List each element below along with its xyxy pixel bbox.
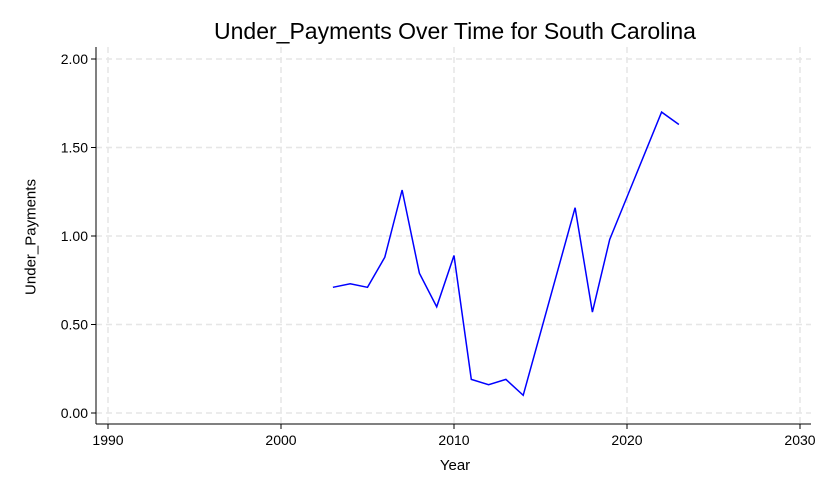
data-points [332,111,680,396]
data-point [488,384,490,386]
y-tick-label: 1.00 [61,228,88,244]
data-point [470,378,472,380]
data-point [367,286,369,288]
y-tick-label: 0.00 [61,405,88,421]
data-point [418,272,420,274]
chart-title: Under_Payments Over Time for South Carol… [214,18,696,44]
data-point [678,123,680,125]
y-tick-label: 1.50 [61,140,88,156]
data-point [436,306,438,308]
x-tick-label: 2000 [265,432,296,448]
x-tick-label: 2020 [611,432,642,448]
grid-lines [96,47,811,424]
x-tick-label: 2010 [438,432,469,448]
data-point [574,207,576,209]
data-point [349,283,351,285]
y-tick-label: 2.00 [61,51,88,67]
x-axis-label: Year [439,457,471,474]
axis-ticks: 0.00 0.50 1.00 1.50 2.00 1990 2000 2010 2020 2030 [61,51,816,448]
series-line [332,110,680,397]
data-point [661,111,663,113]
data-point [401,189,403,191]
data-point [332,286,334,288]
data-point [505,378,507,380]
data-point [384,256,386,258]
data-point [609,239,611,241]
data-point [453,254,455,256]
y-tick-label: 0.50 [61,317,88,333]
x-tick-label: 2030 [784,432,815,448]
data-point [591,311,593,313]
data-point [522,394,524,396]
x-tick-label: 1990 [92,432,123,448]
